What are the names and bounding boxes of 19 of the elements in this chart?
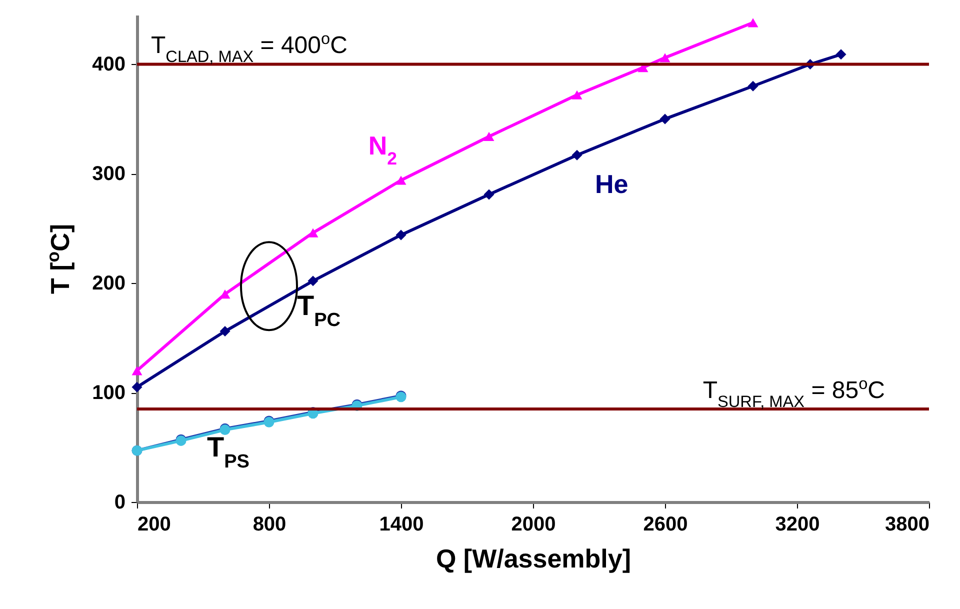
x-tick-label: 3800 xyxy=(885,514,930,536)
x-tick-label: 2000 xyxy=(511,514,556,536)
x-tick-label: 1400 xyxy=(379,514,424,536)
series-label: He xyxy=(595,169,628,200)
x-tick-label: 200 xyxy=(138,514,171,536)
y-tick-label: 0 xyxy=(114,492,126,514)
annotation: T$_{PC}$ xyxy=(297,290,341,330)
x-tick-label: 800 xyxy=(252,514,286,536)
x-tick-label: 2600 xyxy=(643,514,688,536)
ref-line-label: T$_{SURF, MAX}$ = 85$^{o}$C xyxy=(702,374,885,411)
x-tick-label: 3200 xyxy=(775,514,820,536)
y-tick-label: 200 xyxy=(92,272,126,295)
ref-line-label: T$_{CLAD, MAX}$ = 400$^{o}$C xyxy=(151,30,348,66)
y-tick-label: 300 xyxy=(92,163,126,186)
y-tick-label: 400 xyxy=(92,54,126,76)
y-tick-label: 100 xyxy=(92,382,126,404)
annotation: T$_{PS}$ xyxy=(207,432,250,472)
series-label: N$_{2}$ xyxy=(368,130,398,168)
x-axis-title: Q [W/assembly] xyxy=(436,544,632,574)
